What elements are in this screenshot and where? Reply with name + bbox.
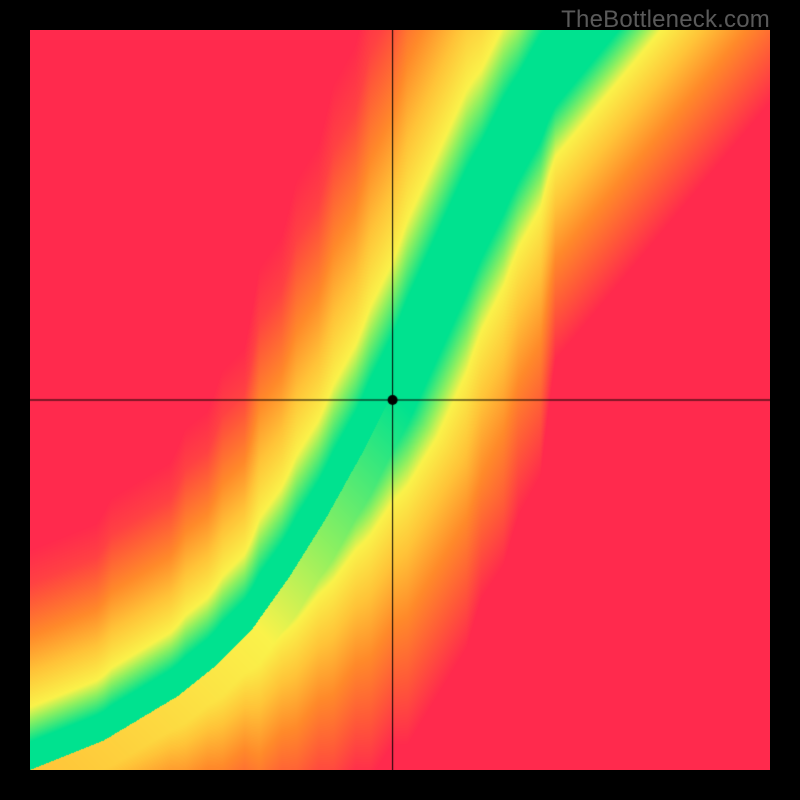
heatmap-canvas: [30, 30, 770, 770]
watermark-text: TheBottleneck.com: [561, 6, 770, 34]
heatmap-plot: [30, 30, 770, 770]
chart-frame: TheBottleneck.com: [0, 0, 800, 800]
